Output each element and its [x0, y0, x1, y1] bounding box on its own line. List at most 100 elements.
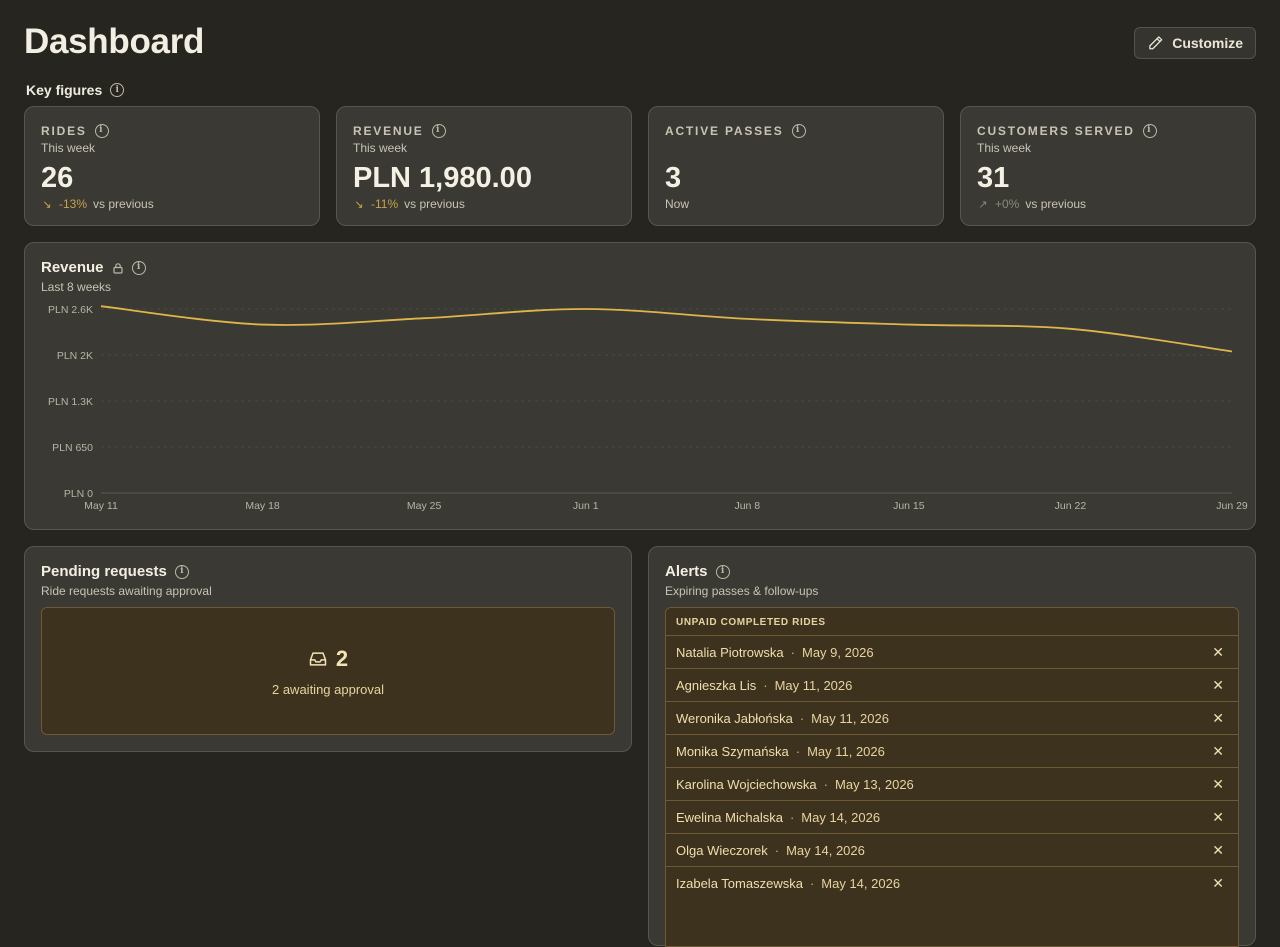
kpi-title: REVENUE — [353, 124, 424, 138]
alert-name: Olga Wieczorek — [676, 843, 768, 858]
key-figures-heading: Key figures i — [26, 82, 124, 98]
alert-date: May 14, 2026 — [786, 843, 865, 858]
kpi-subtitle — [665, 141, 927, 155]
alert-item[interactable]: Olga Wieczorek·May 14, 2026 ✕ — [666, 833, 1238, 866]
kpi-subtitle: This week — [977, 141, 1239, 155]
pending-requests-card: Pending requests i Ride requests awaitin… — [24, 546, 632, 752]
alert-name: Monika Szymańska — [676, 744, 789, 759]
kpi-title: ACTIVE PASSES — [665, 124, 784, 138]
x-tick-label: May 25 — [407, 500, 442, 512]
alert-item[interactable]: Ewelina Michalska·May 14, 2026 ✕ — [666, 800, 1238, 833]
kpi-value: PLN 1,980.00 — [353, 160, 615, 196]
alert-date: May 11, 2026 — [775, 678, 853, 693]
pending-subtitle: Ride requests awaiting approval — [41, 584, 615, 598]
info-icon[interactable]: i — [792, 124, 806, 138]
kpi-delta-suffix: vs previous — [93, 197, 154, 211]
dismiss-icon[interactable]: ✕ — [1212, 809, 1224, 826]
pending-text: 2 awaiting approval — [272, 682, 384, 697]
unpaid-rides-list: UNPAID COMPLETED RIDES Natalia Piotrowsk… — [665, 607, 1239, 947]
x-tick-label: Jun 22 — [1055, 500, 1087, 512]
alert-item[interactable]: Agnieszka Lis·May 11, 2026 ✕ — [666, 668, 1238, 701]
kpi-delta: ↗ +0% vs previous — [977, 197, 1239, 211]
customize-button[interactable]: Customize — [1134, 27, 1256, 59]
alert-name: Natalia Piotrowska — [676, 645, 784, 660]
revenue-line-chart: PLN 0 PLN 650 PLN 1.3K PLN 2K PLN 2.6K May 11… — [25, 243, 1255, 529]
alert-group-label: UNPAID COMPLETED RIDES — [666, 608, 1238, 635]
kpi-delta: ↘ -11% vs previous — [353, 197, 615, 211]
kpi-value: 31 — [977, 160, 1239, 196]
x-tick-label: May 18 — [245, 500, 280, 512]
alert-name: Karolina Wojciechowska — [676, 777, 817, 792]
dismiss-icon[interactable]: ✕ — [1212, 677, 1224, 694]
inbox-icon — [308, 649, 328, 669]
kpi-value: 26 — [41, 160, 303, 196]
kpi-card-revenue: REVENUE i This week PLN 1,980.00 ↘ -11% v… — [336, 106, 632, 226]
alert-date: May 11, 2026 — [807, 744, 885, 759]
x-tick-label: May 11 — [84, 500, 118, 512]
dismiss-icon[interactable]: ✕ — [1212, 842, 1224, 859]
info-icon[interactable]: i — [432, 124, 446, 138]
alert-name: Weronika Jabłońska — [676, 711, 793, 726]
y-tick-label: PLN 2.6K — [48, 304, 93, 316]
y-tick-label: PLN 1.3K — [48, 396, 93, 408]
kpi-delta-percent: -11% — [371, 197, 398, 211]
info-icon[interactable]: i — [175, 565, 189, 579]
kpi-card-active-passes: ACTIVE PASSES i 3 Now — [648, 106, 944, 226]
x-tick-label: Jun 15 — [893, 500, 925, 512]
pencil-icon — [1147, 34, 1164, 52]
y-tick-label: PLN 2K — [57, 350, 93, 362]
dismiss-icon[interactable]: ✕ — [1212, 710, 1224, 727]
alert-item[interactable]: Weronika Jabłońska·May 11, 2026 ✕ — [666, 701, 1238, 734]
dismiss-icon[interactable]: ✕ — [1212, 875, 1224, 892]
alerts-title: Alerts — [665, 563, 708, 580]
x-tick-label: Jun 8 — [734, 500, 760, 512]
alerts-subtitle: Expiring passes & follow-ups — [665, 584, 1239, 598]
alert-item[interactable]: Natalia Piotrowska·May 9, 2026 ✕ — [666, 635, 1238, 668]
kpi-delta-suffix: Now — [665, 197, 689, 211]
alert-date: May 13, 2026 — [835, 777, 914, 792]
y-tick-label: PLN 0 — [64, 488, 93, 500]
y-tick-label: PLN 650 — [52, 442, 93, 454]
x-tick-label: Jun 1 — [573, 500, 599, 512]
dismiss-icon[interactable]: ✕ — [1212, 776, 1224, 793]
trend-up-icon: ↗ — [977, 198, 989, 211]
dismiss-icon[interactable]: ✕ — [1212, 644, 1224, 661]
kpi-delta-percent: -13% — [59, 197, 87, 211]
kpi-delta: ↘ -13% vs previous — [41, 197, 303, 211]
alert-item[interactable]: Karolina Wojciechowska·May 13, 2026 ✕ — [666, 767, 1238, 800]
x-tick-label: Jun 29 — [1216, 500, 1248, 512]
alert-name: Izabela Tomaszewska — [676, 876, 803, 891]
kpi-delta-suffix: vs previous — [404, 197, 465, 211]
key-figures-label: Key figures — [26, 82, 102, 98]
alert-item[interactable]: Izabela Tomaszewska·May 14, 2026 ✕ — [666, 866, 1238, 899]
alert-date: May 14, 2026 — [821, 876, 900, 891]
alert-item[interactable]: Monika Szymańska·May 11, 2026 ✕ — [666, 734, 1238, 767]
kpi-delta-percent: +0% — [995, 197, 1019, 211]
kpi-subtitle: This week — [353, 141, 615, 155]
page-title: Dashboard — [24, 22, 204, 62]
pending-title: Pending requests — [41, 563, 167, 580]
alert-date: May 11, 2026 — [811, 711, 889, 726]
kpi-title: RIDES — [41, 124, 87, 138]
kpi-delta-suffix: vs previous — [1025, 197, 1086, 211]
alert-date: May 9, 2026 — [802, 645, 874, 660]
trend-down-icon: ↘ — [41, 198, 53, 211]
alert-date: May 14, 2026 — [801, 810, 880, 825]
series-line — [101, 306, 1232, 351]
trend-down-icon: ↘ — [353, 198, 365, 211]
kpi-value: 3 — [665, 160, 927, 196]
customize-label: Customize — [1172, 35, 1243, 51]
info-icon[interactable]: i — [95, 124, 109, 138]
info-icon[interactable]: i — [110, 83, 124, 97]
pending-summary[interactable]: 2 2 awaiting approval — [41, 607, 615, 735]
info-icon[interactable]: i — [1143, 124, 1157, 138]
alert-name: Ewelina Michalska — [676, 810, 783, 825]
kpi-delta: Now — [665, 197, 927, 211]
info-icon[interactable]: i — [716, 565, 730, 579]
alerts-card: Alerts i Expiring passes & follow-ups UN… — [648, 546, 1256, 946]
dismiss-icon[interactable]: ✕ — [1212, 743, 1224, 760]
pending-count: 2 — [336, 646, 348, 672]
